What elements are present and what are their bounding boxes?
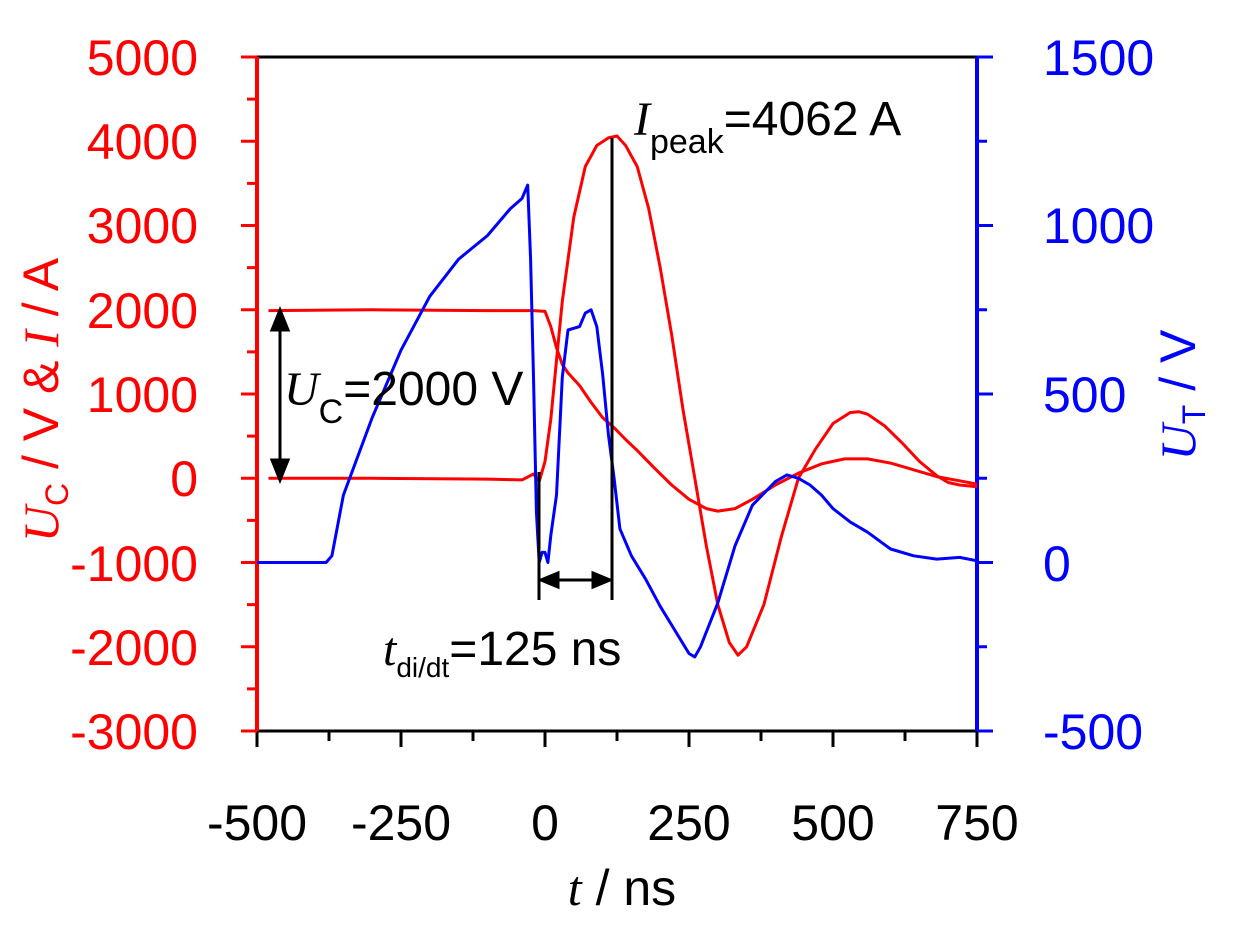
y-right-tick-label: -500 — [1043, 704, 1143, 760]
series-layer — [257, 134, 978, 659]
y-right-tick-label: 500 — [1043, 367, 1126, 423]
ipeak-annotation: Ipeak=4062 A — [633, 93, 901, 161]
y-right-axis-label: UT / V — [1150, 329, 1212, 460]
y-left-tick-label: -1000 — [70, 536, 198, 592]
tdidt-annotation: tdi/dt=125 ns — [383, 623, 621, 683]
x-axis-label: t / ns — [568, 860, 676, 916]
y-right-tick-label: 0 — [1043, 536, 1071, 592]
y-left-tick-label: 3000 — [87, 198, 198, 254]
y-left-tick-label: 2000 — [87, 283, 198, 339]
x-tick-label: 750 — [935, 795, 1018, 851]
y-left-tick-label: 4000 — [87, 114, 198, 170]
y-left-tick-label: 5000 — [87, 30, 198, 86]
y-right-tick-label: 1000 — [1043, 198, 1154, 254]
uc-marker — [269, 305, 291, 485]
thyristor-voltage-trace — [257, 183, 978, 659]
y-left-axis-label: UC / V & I / A — [13, 257, 75, 542]
x-tick-label: 250 — [647, 795, 730, 851]
x-tick-label: -250 — [351, 795, 451, 851]
y-left-tick-label: 0 — [170, 451, 198, 507]
x-tick-label: 500 — [791, 795, 874, 851]
x-tick-label: 0 — [531, 795, 559, 851]
current-trace — [268, 134, 978, 657]
x-tick-label: -500 — [207, 795, 307, 851]
tdidt-marker — [537, 472, 614, 600]
uc-annotation: UC=2000 V — [284, 363, 523, 431]
capacitor-voltage-trace — [268, 308, 978, 513]
y-left-tick-label: 1000 — [87, 367, 198, 423]
y-right-tick-label: 1500 — [1043, 30, 1154, 86]
tick-marks — [241, 55, 993, 747]
y-left-tick-label: -2000 — [70, 620, 198, 676]
y-left-tick-label: -3000 — [70, 704, 198, 760]
